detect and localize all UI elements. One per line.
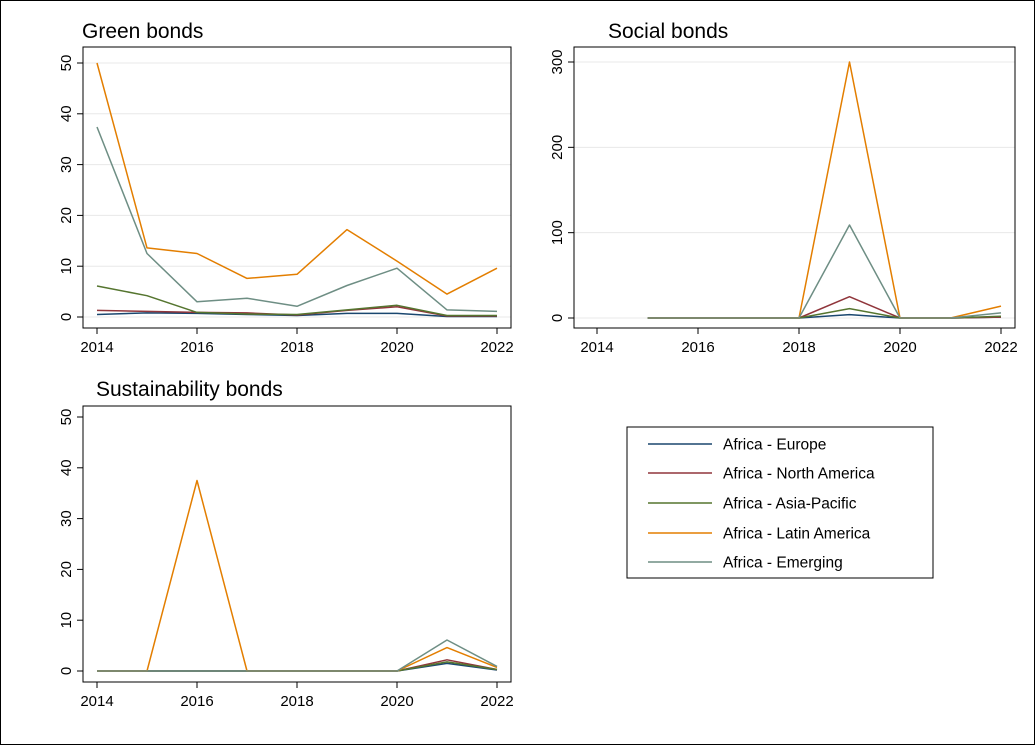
legend: Africa - Europe Africa - North America A… (626, 426, 934, 579)
social-x-tick-label-2020: 2020 (883, 339, 916, 356)
sustainability-y-tick-label-30: 30 (58, 510, 75, 527)
green-x-tick-label-2020: 2020 (380, 339, 413, 356)
sustainability-y-tick-label-40: 40 (58, 459, 75, 476)
social-x-tick-label-2022: 2022 (984, 339, 1017, 356)
sustainability-y-tick-label-10: 10 (58, 612, 75, 629)
sustainability-bonds-title: Sustainability bonds (96, 378, 283, 401)
sustainability-x-tick-label-2020: 2020 (380, 693, 413, 710)
sustainability-x-tick-label-2016: 2016 (180, 693, 213, 710)
legend-label-emerging: Africa - Emerging (723, 555, 843, 572)
social-y-tick-label-200: 200 (549, 135, 566, 160)
green-bonds-title: Green bonds (82, 20, 203, 43)
green-x-tick-label-2016: 2016 (180, 339, 213, 356)
sustainability-x-tick-label-2022: 2022 (480, 693, 513, 710)
legend-label-europe: Africa - Europe (723, 437, 826, 454)
green-series-africa-latin-america (96, 62, 498, 295)
legend-label-north-america: Africa - North America (723, 466, 875, 483)
social-bonds-panel: 0 100 200 300 2014 2016 2018 2020 2022 (549, 46, 1018, 356)
green-x-tick-label-2018: 2018 (280, 339, 313, 356)
green-y-tick-label-40: 40 (58, 105, 75, 122)
social-plot-frame (573, 46, 1016, 329)
sustainability-series-africa-emerging (97, 639, 498, 672)
sustainability-x-tick-label-2014: 2014 (80, 693, 113, 710)
social-bonds-title: Social bonds (608, 20, 728, 43)
social-x-tick-label-2016: 2016 (681, 339, 714, 356)
social-x-tick-label-2018: 2018 (782, 339, 815, 356)
green-y-tick-label-30: 30 (58, 156, 75, 173)
social-series-africa-emerging (647, 224, 1002, 319)
legend-label-asia-pacific: Africa - Asia-Pacific (723, 496, 857, 513)
social-x-tick-label-2014: 2014 (580, 339, 613, 356)
sustainability-y-tick-label-0: 0 (58, 667, 75, 675)
green-x-tick-label-2022: 2022 (480, 339, 513, 356)
green-bonds-panel: 0 10 20 30 40 50 2014 2016 2018 2020 2022 (58, 46, 514, 356)
green-y-tick-label-50: 50 (58, 55, 75, 72)
social-y-tick-label-0: 0 (549, 314, 566, 322)
green-series-africa-emerging (96, 126, 498, 313)
social-y-tick-label-100: 100 (549, 220, 566, 245)
green-series-africa-asia-pacific (96, 285, 497, 317)
green-y-tick-label-20: 20 (58, 207, 75, 224)
legend-label-latin-america: Africa - Latin America (723, 526, 871, 543)
green-x-tick-label-2014: 2014 (80, 339, 113, 356)
sustainability-bonds-panel: 0 10 20 30 40 50 2014 2016 2018 2020 2022 (58, 405, 514, 710)
social-y-tick-label-300: 300 (549, 49, 566, 74)
green-y-tick-label-10: 10 (58, 258, 75, 275)
sustainability-y-tick-label-50: 50 (58, 409, 75, 426)
green-y-tick-label-0: 0 (58, 313, 75, 321)
sustainability-x-tick-label-2018: 2018 (280, 693, 313, 710)
sustainability-y-tick-label-20: 20 (58, 561, 75, 578)
